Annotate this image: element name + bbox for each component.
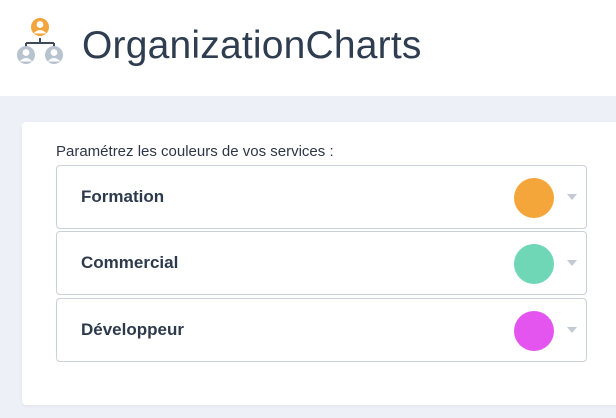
color-swatch[interactable] [514, 244, 554, 284]
service-row-developpeur[interactable]: Développeur [56, 298, 587, 362]
app-header: OrganizationCharts [0, 0, 616, 96]
service-colors-intro: Paramétrez les couleurs de vos services … [56, 143, 334, 160]
service-label: Développeur [81, 320, 184, 339]
caret-down-icon[interactable] [567, 260, 577, 266]
app-title: OrganizationCharts [82, 24, 422, 67]
color-swatch[interactable] [514, 311, 554, 351]
service-row-commercial[interactable]: Commercial [56, 231, 587, 295]
org-chart-people-icon [17, 18, 63, 64]
caret-down-icon[interactable] [567, 327, 577, 333]
service-row-formation[interactable]: Formation [56, 165, 587, 229]
color-swatch[interactable] [514, 178, 554, 218]
service-label: Commercial [81, 253, 179, 272]
caret-down-icon[interactable] [567, 194, 577, 200]
service-label: Formation [81, 187, 165, 206]
